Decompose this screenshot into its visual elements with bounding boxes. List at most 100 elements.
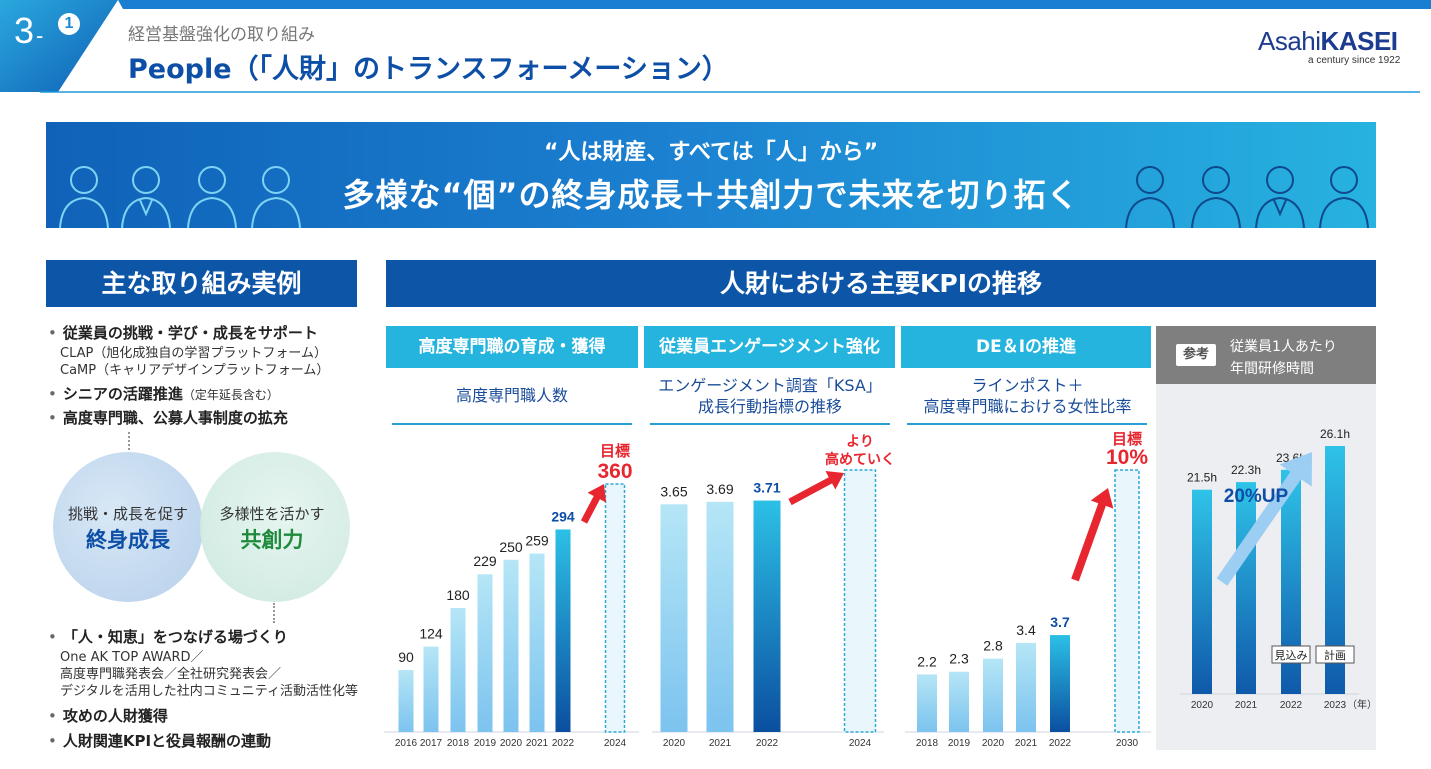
list-item: シニアの活躍推進（定年延長含む） [48, 384, 279, 405]
x-tick-label: 2024 [604, 738, 627, 749]
target-label: 目標 [600, 442, 630, 460]
x-tick-label: 2022 [1049, 738, 1072, 749]
growth-circle-title: 終身成長 [86, 528, 170, 552]
x-axis-unit: （年） [1347, 698, 1377, 711]
reference-title: 従業員1人あたり [1230, 339, 1337, 355]
column-header-dei: DE＆Iの推進 [901, 326, 1151, 368]
x-tick-label: 2023 [1324, 700, 1347, 711]
list-item: 従業員の挑戦・学び・成長をサポート [48, 323, 318, 343]
co-creation-circle-title: 共創力 [240, 528, 304, 552]
x-tick-label: 2030 [1116, 738, 1139, 749]
target-arrow [788, 471, 844, 506]
connector-dots [273, 603, 275, 623]
logo-tagline: a century since 1922 [1308, 55, 1401, 66]
bar [1236, 482, 1256, 694]
list-item: 攻めの人財獲得 [48, 706, 168, 726]
bar [949, 671, 969, 732]
header-background [0, 0, 1431, 93]
slogan-banner: “人は財産、すべては「人」から” 多様な“個”の終身成長＋共創力で未来を切り拓く [46, 122, 1376, 228]
chart-subtitle: 成長行動指標の推移 [697, 397, 842, 416]
data-label: 26.1h [1320, 427, 1350, 441]
data-label: 3.69 [706, 481, 733, 497]
kpi-heading: 人財における主要KPIの推移 [386, 260, 1376, 307]
data-label: 3.71 [753, 480, 780, 496]
bar [398, 670, 414, 732]
target-bar [604, 483, 626, 733]
bar [983, 658, 1003, 732]
bar [529, 553, 545, 732]
section-sub-number: 1 [58, 13, 80, 35]
bar [753, 500, 781, 732]
data-label: 250 [499, 539, 523, 555]
list-item-detail: CaMP（キャリアデザインプラットフォーム） [60, 363, 330, 378]
x-tick-label: 2020 [500, 738, 523, 749]
data-label: 2.8 [983, 638, 1003, 654]
x-tick-label: 2021 [526, 738, 549, 749]
data-label: 229 [473, 553, 497, 569]
page-title: People（「人財」のトランスフォーメーション） [128, 54, 729, 85]
x-tick-label: 2022 [756, 738, 779, 749]
data-label: 3.7 [1050, 614, 1070, 630]
data-label: 2.2 [917, 653, 937, 669]
chart-subtitle: 高度専門職人数 [455, 386, 568, 405]
growth-annotation: 20%UP [1224, 486, 1289, 507]
column-header-engagement: 従業員エンゲージメント強化 [644, 326, 895, 368]
list-item-detail: 高度専門職発表会／全社研究発表会／ [60, 667, 282, 682]
reference-tag: 参考 [1176, 344, 1216, 366]
x-tick-label: 2018 [447, 738, 470, 749]
data-label: 3.65 [660, 483, 687, 499]
data-label: 294 [551, 508, 575, 524]
connector-dots [128, 432, 130, 450]
bar-tag: 見込み [1275, 649, 1308, 662]
x-tick-label: 2019 [474, 738, 497, 749]
data-label: 180 [446, 587, 470, 603]
section-number: 3- [14, 10, 44, 51]
x-tick-label: 2017 [420, 738, 443, 749]
bar [917, 674, 937, 732]
bar-tag: 計画 [1324, 648, 1346, 662]
target-arrow [580, 484, 607, 524]
people-illustration-left [59, 166, 301, 228]
bar [503, 559, 519, 732]
growth-circle-label: 挑戦・成長を促す [67, 505, 188, 523]
bar [1016, 642, 1036, 732]
data-label: 90 [398, 649, 414, 665]
target-label: 目標 [1112, 430, 1142, 448]
column-header-specialists: 高度専門職の育成・獲得 [386, 326, 638, 368]
x-tick-label: 2024 [849, 738, 872, 749]
list-item-detail: デジタルを活用した社内コミュニティ活動活性化等 [60, 684, 358, 699]
bar [423, 646, 439, 732]
page-category: 経営基盤強化の取り組み [128, 25, 315, 45]
bar [477, 574, 493, 732]
bar-tag-box [1315, 645, 1355, 664]
bar [1192, 489, 1212, 694]
company-logo: AsahiKASEI [1258, 26, 1398, 56]
target-bar [843, 469, 877, 733]
x-tick-label: 2021 [1235, 700, 1258, 711]
chart-subtitle: エンゲージメント調査「KSA」 [658, 376, 882, 395]
divider [392, 423, 632, 425]
target-value: 360 [597, 460, 632, 483]
x-tick-label: 2021 [1015, 738, 1038, 749]
growth-circle [53, 452, 203, 602]
target-bar [1114, 469, 1140, 733]
reference-title: 年間研修時間 [1230, 361, 1314, 377]
divider [650, 423, 890, 425]
initiatives-heading: 主な取り組み実例 [46, 260, 357, 307]
co-creation-circle-label: 多様性を活かす [219, 505, 325, 523]
bar [1050, 635, 1070, 732]
chart-subtitle: 高度専門職における女性比率 [923, 397, 1132, 416]
x-tick-label: 2016 [395, 738, 418, 749]
co-creation-circle [200, 452, 350, 602]
target-arrow [1071, 488, 1114, 582]
bar [660, 504, 688, 732]
x-tick-label: 2022 [552, 738, 575, 749]
bar [1325, 446, 1345, 694]
target-label: 高めていく [825, 451, 895, 467]
bar [555, 529, 571, 732]
x-tick-label: 2022 [1280, 700, 1303, 711]
x-tick-label: 2018 [916, 738, 939, 749]
data-label: 21.5h [1187, 471, 1217, 485]
bar-tag-box [1271, 645, 1311, 664]
